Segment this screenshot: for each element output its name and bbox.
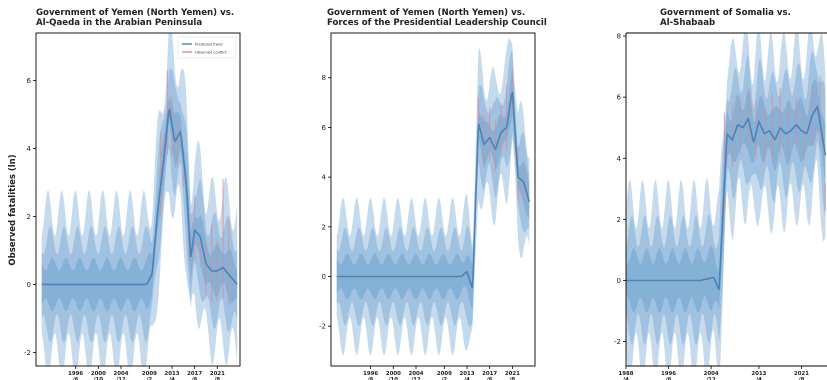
- y-tick-label: -2: [24, 349, 31, 357]
- x-tick-label-sub: /2: [441, 377, 447, 380]
- panel-3: Government of Somalia vs. Al-Shabaab -2 0…: [614, 8, 827, 380]
- band-2: [336, 50, 530, 328]
- x-tick-label-sub: /8: [799, 377, 805, 380]
- y-tick-label: 6: [322, 124, 327, 132]
- y-tick-label: 2: [617, 216, 621, 224]
- chart-title-line-1: Government of Yemen (North Yemen) vs.: [36, 8, 234, 18]
- x-tick-label: 2017: [482, 371, 497, 377]
- x-tick-label-sub: /12: [411, 377, 421, 380]
- chart-title-line-2: Al-Qaeda in the Arabian Peninsula: [36, 18, 202, 28]
- legend-label-observed: Observed conflict: [195, 51, 227, 55]
- x-tick-label-sub: /10: [389, 377, 399, 380]
- panel-2: Government of Yemen (North Yemen) vs. Fo…: [319, 8, 547, 380]
- y-tick-label: 8: [322, 74, 326, 82]
- x-tick-label: 2021: [794, 371, 809, 377]
- plot-frame: [330, 32, 536, 367]
- x-tick-label: 2004: [704, 371, 719, 377]
- x-tick-label-sub: /4: [756, 377, 762, 380]
- x-tick-label: 2017: [187, 371, 202, 377]
- band-1: [41, 95, 238, 312]
- x-tick-label-sub: /4: [464, 377, 470, 380]
- band-3: [626, 33, 826, 366]
- y-tick-label: 4: [322, 174, 327, 182]
- x-tick-label-sub: /10: [94, 377, 104, 380]
- predicted-trend-line: [626, 104, 827, 290]
- y-axis-ticks: -2 0 2 4 6 8: [614, 33, 626, 346]
- band-2: [626, 51, 826, 346]
- chart-title-line-1: Government of Somalia vs.: [660, 8, 791, 18]
- trend-line: [336, 92, 531, 289]
- x-tick-label-sub: /6: [487, 377, 493, 380]
- x-tick-label-sub: /2: [146, 377, 152, 380]
- x-tick-label: 2021: [210, 371, 225, 377]
- y-tick-label: 0: [27, 281, 31, 289]
- x-tick-label: 1988: [618, 371, 633, 377]
- x-tick-label: 2004: [113, 371, 128, 377]
- y-axis-label: Observed fatalities (ln): [8, 154, 18, 265]
- chart-title-line-2: Forces of the Presidential Leadership Co…: [327, 18, 547, 28]
- x-tick-label-sub: /6: [368, 377, 374, 380]
- y-tick-label: 2: [27, 213, 31, 221]
- band-2: [41, 68, 238, 343]
- y-tick-label: 4: [27, 145, 32, 153]
- x-tick-label-sub: /8: [509, 377, 515, 380]
- x-tick-label: 2009: [437, 371, 452, 377]
- predicted-trend-line: [41, 107, 238, 286]
- y-tick-label: 4: [617, 155, 622, 163]
- y-tick-label: 2: [322, 223, 326, 231]
- x-tick-label-sub: /6: [73, 377, 79, 380]
- x-tick-label: 2021: [505, 371, 520, 377]
- x-axis-ticks: 1988/4 1996/6 2004/12 2013/4 2021/8: [618, 366, 809, 380]
- x-tick-label: 1996: [661, 371, 676, 377]
- x-tick-label: 2000: [91, 371, 106, 377]
- x-tick-label: 2000: [386, 371, 401, 377]
- predicted-trend-line: [336, 92, 531, 289]
- x-tick-label: 2004: [408, 371, 423, 377]
- y-tick-label: 6: [27, 77, 32, 85]
- x-tick-label: 2013: [459, 371, 474, 377]
- band-1: [336, 69, 530, 310]
- x-axis-ticks: 1996/6 2000/10 2004/12 2009/2 2013/4 2017/6 20…: [68, 366, 225, 380]
- x-tick-label-sub: /8: [214, 377, 220, 380]
- trend-line: [41, 107, 238, 286]
- y-tick-label: 6: [617, 94, 622, 102]
- x-tick-label: 2009: [142, 371, 157, 377]
- y-tick-label: 8: [617, 33, 621, 41]
- uncertainty-bands: [336, 38, 530, 356]
- x-tick-label-sub: /4: [169, 377, 175, 380]
- y-axis-ticks: -2 0 2 4 6 8: [319, 74, 331, 331]
- y-tick-label: -2: [614, 338, 621, 346]
- y-tick-label: 0: [322, 273, 326, 281]
- observed-conflict-bars: [477, 67, 525, 205]
- y-axis-ticks: -2 0 2 4 6: [24, 77, 36, 357]
- x-tick-label-sub: /12: [116, 377, 126, 380]
- x-tick-label-sub: /12: [706, 377, 716, 380]
- uncertainty-bands: [626, 33, 826, 366]
- legend-box: [177, 36, 237, 59]
- x-tick-label-sub: /4: [623, 377, 629, 380]
- chart-title-line-1: Government of Yemen (North Yemen) vs.: [327, 8, 525, 18]
- band-3: [41, 33, 238, 366]
- legend: Predicted trend Observed conflict: [177, 36, 237, 59]
- band-3: [336, 38, 530, 356]
- x-tick-label: 2013: [751, 371, 766, 377]
- uncertainty-bands: [41, 33, 238, 366]
- chart-title-line-2: Al-Shabaab: [660, 18, 715, 28]
- x-tick-label: 1996: [363, 371, 378, 377]
- x-tick-label-sub: /6: [192, 377, 198, 380]
- legend-label-trend: Predicted trend: [195, 43, 223, 47]
- x-tick-label: 1996: [68, 371, 83, 377]
- y-tick-label: 0: [617, 277, 621, 285]
- x-tick-label: 2013: [164, 371, 179, 377]
- x-axis-ticks: 1996/6 2000/10 2004/12 2009/2 2013/4 2017/6 20…: [363, 366, 520, 380]
- plot-frame: [35, 32, 241, 367]
- panel-1: Government of Yemen (North Yemen) vs. Al…: [24, 8, 241, 380]
- y-tick-label: -2: [319, 323, 326, 331]
- trend-line: [626, 104, 827, 290]
- x-tick-label-sub: /6: [666, 377, 672, 380]
